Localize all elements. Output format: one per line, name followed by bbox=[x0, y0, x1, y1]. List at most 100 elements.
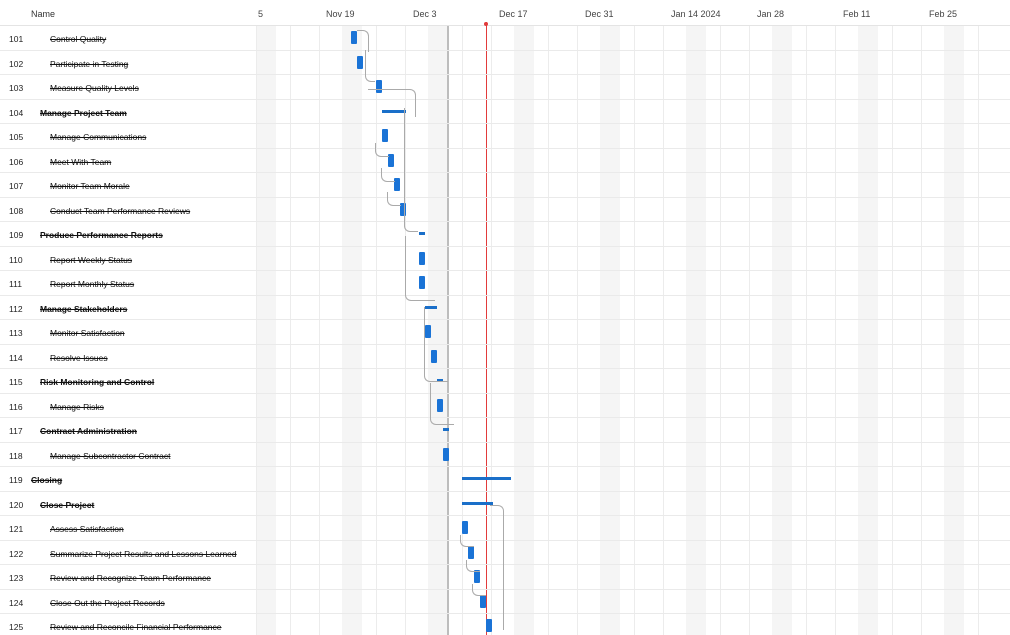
task-bar[interactable] bbox=[425, 325, 431, 338]
task-bar[interactable] bbox=[388, 153, 394, 167]
summary-bar[interactable] bbox=[419, 232, 425, 235]
task-id: 123 bbox=[9, 573, 24, 583]
task-name[interactable]: Review and Recognize Team Performance bbox=[50, 573, 211, 583]
task-row[interactable]: 119 Closing bbox=[0, 467, 1010, 492]
task-bar[interactable] bbox=[468, 545, 474, 559]
task-name[interactable]: Manage Communications bbox=[50, 132, 147, 142]
task-name[interactable]: Measure Quality Levels bbox=[50, 83, 139, 93]
task-row[interactable]: 104 Manage Project Team bbox=[0, 100, 1010, 124]
task-name[interactable]: Manage Stakeholders bbox=[40, 303, 128, 314]
task-id: 125 bbox=[9, 622, 24, 632]
grid-line bbox=[978, 26, 979, 635]
task-row[interactable]: 115 Risk Monitoring and Control bbox=[0, 369, 1010, 394]
task-bar[interactable] bbox=[351, 31, 357, 44]
task-name[interactable]: Manage Risks bbox=[50, 401, 104, 412]
task-bar[interactable] bbox=[474, 570, 480, 583]
task-row[interactable]: 101 Control Quality bbox=[0, 26, 1010, 52]
grid-line bbox=[749, 26, 750, 635]
dependency-link bbox=[404, 108, 418, 232]
weekend-shade bbox=[514, 26, 534, 635]
today-marker bbox=[486, 22, 487, 635]
task-row[interactable]: 114 Resolve Issues bbox=[0, 345, 1010, 369]
summary-bar[interactable] bbox=[425, 305, 437, 309]
task-row[interactable]: 125 Review and Reconcile Financial Perfo… bbox=[0, 614, 1010, 635]
dependency-link bbox=[430, 383, 454, 425]
task-name[interactable]: Contract Administration bbox=[40, 426, 137, 436]
task-name[interactable]: Control Quality bbox=[50, 34, 107, 44]
task-bar[interactable] bbox=[486, 619, 492, 632]
task-name[interactable]: Produce Performance Reports bbox=[40, 230, 163, 240]
task-bar[interactable] bbox=[443, 447, 449, 461]
task-bar[interactable] bbox=[419, 276, 425, 289]
task-row[interactable]: 113 Monitor Satisfaction bbox=[0, 320, 1010, 345]
grid-line bbox=[634, 26, 635, 635]
weekend-shade bbox=[256, 26, 276, 635]
task-row[interactable]: 103 Measure Quality Levels bbox=[0, 75, 1010, 100]
summary-bar[interactable] bbox=[382, 109, 406, 113]
date-label: Feb 11 bbox=[843, 9, 871, 19]
task-row[interactable]: 111 Report Monthly Status bbox=[0, 271, 1010, 296]
task-name[interactable]: Meet With Team bbox=[50, 156, 112, 167]
task-bar[interactable] bbox=[437, 398, 443, 412]
weekend-shade bbox=[428, 26, 448, 635]
task-name[interactable]: Report Monthly Status bbox=[50, 279, 135, 289]
task-row[interactable]: 110 Report Weekly Status bbox=[0, 247, 1010, 271]
task-name[interactable]: Monitor Team Morale bbox=[50, 181, 130, 191]
grid-line bbox=[892, 26, 893, 635]
task-row[interactable]: 121 Assess Satisfaction bbox=[0, 516, 1010, 541]
task-row[interactable]: 106 Meet With Team bbox=[0, 149, 1010, 173]
task-name[interactable]: Close Out the Project Records bbox=[50, 597, 165, 608]
summary-bar[interactable] bbox=[462, 477, 511, 480]
task-row[interactable]: 124 Close Out the Project Records bbox=[0, 590, 1010, 614]
task-name[interactable]: Summarize Project Results and Lessons Le… bbox=[50, 548, 237, 559]
task-id: 108 bbox=[9, 205, 24, 216]
gantt-grid bbox=[0, 26, 1010, 635]
date-label: Dec 17 bbox=[499, 9, 528, 19]
task-row[interactable]: 108 Conduct Team Performance Reviews bbox=[0, 198, 1010, 222]
task-row[interactable]: 116 Manage Risks bbox=[0, 394, 1010, 418]
task-name[interactable]: Participate in Testing bbox=[50, 58, 129, 69]
task-bar[interactable] bbox=[357, 55, 363, 69]
task-name[interactable]: Closing bbox=[31, 475, 63, 485]
task-row[interactable]: 120 Close Project bbox=[0, 492, 1010, 516]
weekend-shade bbox=[600, 26, 620, 635]
task-id: 102 bbox=[9, 58, 24, 69]
task-name[interactable]: Risk Monitoring and Control bbox=[40, 377, 155, 387]
task-row[interactable]: 118 Manage Subcontractor Contract bbox=[0, 443, 1010, 467]
task-row[interactable]: 105 Manage Communications bbox=[0, 124, 1010, 149]
task-name[interactable]: Assess Satisfaction bbox=[50, 524, 124, 534]
task-bar[interactable] bbox=[480, 594, 486, 608]
task-name[interactable]: Monitor Satisfaction bbox=[50, 328, 125, 338]
task-name[interactable]: Manage Subcontractor Contract bbox=[50, 450, 171, 461]
task-bar[interactable] bbox=[382, 129, 388, 142]
task-row[interactable]: 112 Manage Stakeholders bbox=[0, 296, 1010, 320]
task-name[interactable]: Manage Project Team bbox=[40, 107, 127, 118]
task-row[interactable]: 102 Participate in Testing bbox=[0, 51, 1010, 75]
task-bar[interactable] bbox=[419, 251, 425, 265]
name-column-header[interactable]: Name bbox=[31, 9, 56, 19]
task-bar[interactable] bbox=[431, 349, 437, 363]
summary-bar[interactable] bbox=[437, 379, 443, 382]
task-row[interactable]: 107 Monitor Team Morale bbox=[0, 173, 1010, 198]
task-name[interactable]: Report Weekly Status bbox=[50, 254, 133, 265]
task-bar[interactable] bbox=[400, 202, 406, 216]
task-bar[interactable] bbox=[462, 521, 468, 534]
summary-bar[interactable] bbox=[462, 501, 493, 505]
task-row[interactable]: 109 Produce Performance Reports bbox=[0, 222, 1010, 247]
task-bar[interactable] bbox=[394, 178, 400, 191]
weekend-shade bbox=[686, 26, 706, 635]
task-name[interactable]: Close Project bbox=[40, 499, 95, 510]
summary-bar[interactable] bbox=[443, 428, 449, 431]
dependency-link bbox=[472, 584, 486, 596]
task-bar[interactable] bbox=[376, 80, 382, 93]
grid-line bbox=[319, 26, 320, 635]
task-row[interactable]: 123 Review and Recognize Team Performanc… bbox=[0, 565, 1010, 590]
task-name[interactable]: Conduct Team Performance Reviews bbox=[50, 205, 191, 216]
task-row[interactable]: 122 Summarize Project Results and Lesson… bbox=[0, 541, 1010, 565]
task-id: 101 bbox=[9, 34, 24, 44]
task-row[interactable]: 117 Contract Administration bbox=[0, 418, 1010, 443]
task-name[interactable]: Review and Reconcile Financial Performan… bbox=[50, 622, 222, 632]
task-name[interactable]: Resolve Issues bbox=[50, 352, 108, 363]
task-id: 110 bbox=[9, 254, 23, 265]
task-id: 118 bbox=[9, 450, 23, 461]
